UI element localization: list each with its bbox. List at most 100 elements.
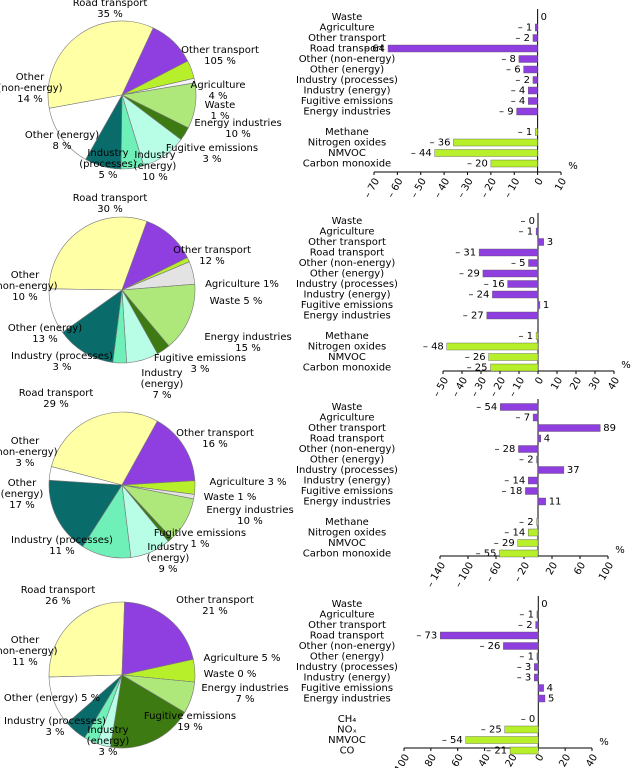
value-label: – 14: [504, 476, 525, 487]
value-label: – 24: [468, 290, 489, 301]
slice-name: Energy industries: [206, 505, 294, 516]
slice-value: 19 %: [177, 722, 203, 733]
slice-name: Other (non-energy): [0, 436, 58, 458]
pie-slice: [62, 289, 123, 363]
value-label: – 2: [519, 517, 534, 528]
pie-slice: [121, 601, 194, 676]
slice-label: Other transport 12 %: [173, 245, 251, 267]
category-label: Other (energy): [310, 269, 384, 280]
value-label: – 3: [517, 662, 532, 673]
category-label: CH₄: [338, 714, 357, 725]
slice-label: Industry (energy) 3 %: [87, 725, 130, 758]
category-label: Other transport: [308, 237, 386, 248]
slice-name: Road transport: [20, 585, 96, 596]
x-tick-label: – 20: [479, 177, 499, 201]
slice-value: 12 %: [199, 256, 225, 267]
bar: [507, 280, 539, 288]
bar: [536, 455, 539, 464]
bar: [525, 487, 539, 495]
pie-slice: [121, 283, 196, 347]
slice-name: Fugitive emissions: [153, 353, 247, 364]
x-tick-label: 60: [572, 561, 588, 578]
value-label: – 28: [494, 444, 515, 455]
pie-slice: [109, 674, 186, 749]
slice-label: Energy industries 10 %: [194, 118, 281, 140]
category-label: Fugitive emissions: [301, 683, 393, 694]
slice-value: 3 %: [15, 458, 35, 469]
slice-label: Other transport 105 %: [181, 45, 259, 67]
slice-label: Other transport 21 %: [176, 595, 254, 617]
bar: [523, 65, 538, 74]
bar: [537, 466, 565, 474]
bar: [434, 149, 538, 157]
value-label: 37: [567, 465, 580, 476]
pie-slice: [48, 288, 123, 333]
slice-value: 3 %: [202, 154, 222, 165]
slice-value: 1 %: [190, 539, 210, 550]
slice-label: Agriculture 1%: [205, 279, 279, 290]
slice-name: Fugitive emissions: [165, 143, 259, 154]
value-label: 1: [543, 300, 549, 311]
slice-name: Road transport: [72, 0, 148, 9]
category-label: Road transport: [310, 631, 385, 642]
slice-label: Industry (energy) 10 %: [134, 150, 177, 183]
slice-value: 10 %: [225, 129, 251, 140]
slice-value: 11 %: [49, 546, 75, 557]
category-label: NMVOC: [328, 148, 366, 159]
bar: [538, 684, 544, 692]
value-label: – 1: [519, 652, 534, 663]
value-label: – 1: [519, 227, 534, 238]
value-label: – 8: [501, 54, 516, 65]
category-label: Carbon monoxide: [303, 363, 391, 374]
category-label: Other (non-energy): [299, 54, 396, 65]
category-label: Waste: [332, 402, 363, 413]
slice-label: Industry (processes) 11 %: [11, 535, 113, 557]
bar: [532, 34, 538, 42]
pie-slice: [48, 601, 125, 678]
bar: [516, 107, 538, 116]
category-label: Agriculture: [320, 610, 375, 621]
x-tick-label: 0: [533, 376, 546, 387]
slice-label: Other (energy) 17 %: [1, 478, 44, 511]
category-label: Fugitive emissions: [301, 96, 393, 107]
bar: [517, 539, 539, 547]
category-label: Methane: [325, 331, 369, 342]
slice-label: Energy industries 7 %: [201, 683, 288, 705]
category-label: Waste: [332, 599, 363, 610]
bar: [490, 159, 538, 168]
value-label: – 2: [519, 455, 534, 466]
bar: [537, 238, 544, 246]
value-label: – 6: [506, 65, 521, 76]
x-tick-label: 0: [534, 753, 547, 764]
x-tick-label: 100: [597, 561, 616, 583]
slice-value: 1%: [263, 279, 279, 290]
value-label: 0: [541, 599, 547, 610]
slice-value: 3 %: [267, 477, 287, 488]
bar: [536, 518, 539, 526]
slice-label: Fugitive emissions 3 %: [154, 353, 246, 375]
bar: [528, 86, 538, 95]
value-label: – 16: [484, 279, 505, 290]
slice-name: Other transport: [176, 595, 254, 606]
category-label: Industry (processes): [296, 75, 398, 86]
category-label: Industry (energy): [304, 673, 391, 684]
category-label: Waste: [332, 216, 363, 227]
slice-value: 3 %: [190, 364, 210, 375]
x-tick-label: 10: [549, 376, 565, 393]
bar: [535, 332, 539, 340]
category-label: Other transport: [308, 620, 386, 631]
category-label: Industry (processes): [296, 465, 398, 476]
slice-value: 35 %: [97, 9, 123, 20]
value-label: – 36: [430, 138, 451, 149]
x-axis-label: %: [599, 737, 609, 748]
value-label: – 4: [511, 86, 526, 97]
x-axis-label: %: [615, 545, 625, 556]
x-tick-label: – 30: [456, 177, 476, 201]
category-label: Industry (energy): [304, 290, 391, 301]
value-label: – 2: [518, 620, 533, 631]
category-label: Other (energy): [310, 652, 384, 663]
slice-name: Waste: [204, 100, 236, 111]
category-label: Other transport: [308, 423, 386, 434]
bar: [490, 363, 539, 372]
